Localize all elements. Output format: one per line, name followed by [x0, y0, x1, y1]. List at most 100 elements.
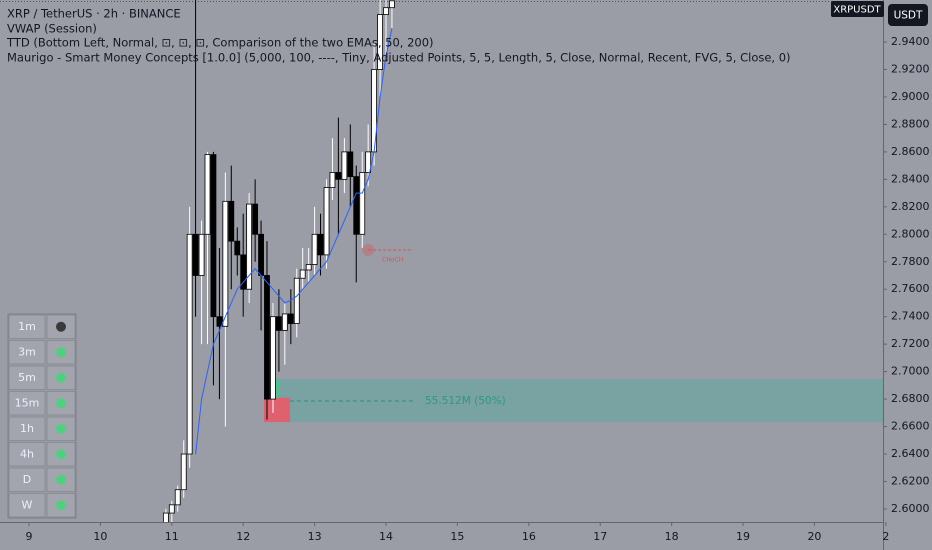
timeframe-cell — [8, 467, 46, 492]
candle-body — [204, 154, 211, 235]
candle-body — [299, 269, 306, 279]
plot-bg — [0, 0, 883, 522]
candle-body — [264, 275, 270, 400]
candle-body — [353, 176, 360, 235]
timeframe-label: 4h — [20, 447, 34, 460]
timeframe-label: 15m — [15, 396, 40, 409]
y-tick-label: 2.6000 — [891, 502, 930, 515]
candle-body — [317, 233, 324, 256]
y-tick-label: 2.9200 — [891, 62, 930, 75]
currency-button[interactable] — [888, 4, 928, 26]
x-tick-label: 14 — [379, 530, 393, 543]
candle-body — [305, 264, 312, 271]
y-tick-label: 2.7000 — [891, 365, 930, 378]
x-tick-label: 20 — [807, 530, 821, 543]
timeframe-label: 3m — [18, 345, 36, 358]
candle-body — [389, 0, 395, 9]
candle-body — [281, 313, 288, 331]
timeframe-status — [56, 398, 66, 409]
y-tick-label: 2.7400 — [891, 310, 930, 323]
timeframe-table: 1m 3m 5m 15m 1h 4h DW — [7, 313, 77, 519]
candle-body — [246, 203, 253, 290]
zone-label: 55.512M (50%) — [425, 395, 506, 407]
timeframe-cell — [8, 442, 46, 467]
candle-body — [335, 172, 342, 180]
timeframe-label: 1m — [18, 320, 36, 333]
timeframe-label: 5m — [18, 371, 36, 384]
timeframe-cell — [8, 314, 46, 339]
timeframe-cell — [8, 365, 46, 390]
indicator-label: VWAP (Session) — [7, 22, 97, 36]
x-tick-label: 18 — [665, 530, 679, 543]
timeframe-label: D — [23, 473, 31, 486]
candle-body — [258, 233, 264, 276]
candle-body — [329, 172, 336, 188]
candle-body — [311, 233, 318, 265]
candle-body — [323, 187, 330, 256]
candle-body — [186, 233, 193, 455]
timeframe-label: 1h — [20, 422, 34, 435]
x-tick-label: 17 — [593, 530, 607, 543]
timeframe-status — [56, 449, 66, 460]
symbol-badge-text: XRPUSDT — [833, 5, 881, 16]
timeframe-status — [56, 347, 66, 358]
candle-body — [210, 154, 217, 318]
candle-body — [180, 453, 187, 491]
candle-body — [377, 14, 383, 70]
y-tick-label: 2.7200 — [891, 337, 930, 350]
candle-body — [216, 316, 223, 327]
timeframe-status — [56, 500, 66, 511]
candle-body — [240, 254, 247, 290]
vwap-line — [195, 28, 393, 455]
candle-body — [383, 7, 389, 15]
candle-body — [234, 240, 241, 256]
y-tick-label: 2.6400 — [891, 447, 930, 460]
choch-label: CHoCH — [382, 256, 403, 263]
candle-body — [174, 489, 181, 506]
timeframe-cell — [8, 493, 46, 518]
x-tick-label: 2 — [882, 530, 889, 543]
candle-body — [198, 233, 205, 276]
x-tick-label: 16 — [522, 530, 536, 543]
indicator-label: TTD (Bottom Left, Normal, ⊡, ⊡, ⊡, Compa… — [6, 36, 434, 50]
x-tick-label: 11 — [165, 530, 179, 543]
plot: 55.512M (50%) CHoCH — [162, 0, 883, 522]
x-tick-label: 12 — [236, 530, 250, 543]
indicator-label: Maurigo - Smart Money Concepts [1.0.0] (… — [7, 51, 791, 65]
candle-body — [293, 277, 300, 324]
candle-body — [222, 200, 229, 327]
currency-button-text[interactable]: USDT — [894, 10, 923, 22]
x-tick-label: 10 — [93, 530, 107, 543]
x-tick-label: 9 — [25, 530, 32, 543]
y-tick-label: 2.9400 — [891, 35, 930, 48]
y-tick-label: 2.9000 — [891, 90, 930, 103]
candle-body — [270, 316, 276, 400]
candle-body — [347, 151, 354, 178]
y-tick-label: 2.8800 — [891, 117, 930, 130]
x-tick-label: 15 — [450, 530, 464, 543]
candle-body — [287, 313, 294, 324]
x-tick-label: 13 — [308, 530, 322, 543]
candle-body — [192, 233, 199, 276]
y-tick-label: 2.7600 — [891, 282, 930, 295]
candle-body — [228, 200, 235, 242]
timeframe-label: W — [22, 498, 33, 511]
y-tick-label: 2.6800 — [891, 392, 930, 405]
candle-body — [276, 316, 282, 331]
red-box — [263, 397, 290, 423]
y-tick-label: 2.8200 — [891, 200, 930, 213]
y-tick-label: 2.6200 — [891, 474, 930, 487]
timeframe-cell — [8, 416, 46, 441]
timeframe-status — [56, 372, 66, 383]
candle-body — [359, 172, 366, 235]
timeframe-cell — [8, 391, 46, 416]
candle-body — [341, 151, 348, 180]
timeframe-cell — [8, 340, 46, 365]
timeframe-status — [56, 321, 66, 332]
y-tick-label: 2.7800 — [891, 255, 930, 268]
y-tick-label: 2.8000 — [891, 227, 930, 240]
candle-body — [252, 203, 259, 235]
candle-body — [162, 512, 169, 522]
